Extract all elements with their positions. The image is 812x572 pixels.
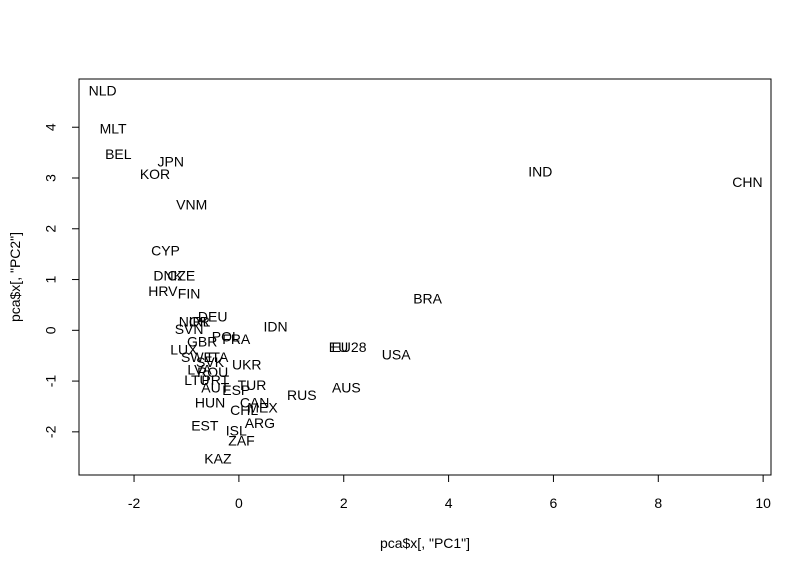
y-tick-label: 3 [43, 174, 59, 182]
point-label-lux: LUX [170, 341, 198, 357]
point-label-deu: DEU [198, 308, 228, 324]
point-label-esp: ESP [222, 382, 250, 398]
point-label-cyp: CYP [151, 242, 180, 258]
point-label-dnk: DNK [153, 268, 183, 284]
point-label-mlt: MLT [100, 120, 127, 136]
point-label-cze: CZE [167, 268, 195, 284]
point-label-est: EST [191, 417, 219, 433]
point-label-eu: EU [329, 339, 348, 355]
point-label-irl: IRL [189, 313, 211, 329]
point-label-svk: SVK [196, 354, 225, 370]
point-label-aut: AUT [201, 379, 229, 395]
point-label-isl: ISL [226, 423, 247, 439]
point-label-hun: HUN [195, 395, 225, 411]
point-label-lva: LVA [187, 362, 212, 378]
y-axis: -2 -1 0 1 2 3 4 [43, 123, 80, 438]
point-label-ltu: LTU [184, 372, 209, 388]
point-label-chl: CHL [230, 402, 258, 418]
point-label-hrv: HRV [148, 283, 178, 299]
point-label-prt: PRT [201, 372, 229, 388]
x-axis: -2 0 2 4 6 8 10 [128, 474, 771, 511]
point-label-ukr: UKR [232, 357, 262, 373]
y-tick-label: 4 [43, 123, 59, 131]
point-label-chn: CHN [732, 174, 762, 190]
point-label-rou: ROU [197, 364, 228, 380]
x-tick-label: 0 [235, 495, 243, 511]
point-label-fin: FIN [178, 285, 201, 301]
point-label-gbr: GBR [187, 334, 217, 350]
point-label-svn: SVN [175, 321, 204, 337]
point-label-nld: NLD [89, 82, 117, 98]
point-label-eu28: EU28 [331, 339, 366, 355]
point-label-can: CAN [240, 395, 270, 411]
point-label-usa: USA [382, 346, 411, 362]
x-tick-label: -2 [128, 495, 141, 511]
x-tick-label: 8 [654, 495, 662, 511]
point-label-ind: IND [528, 164, 552, 180]
point-label-idn: IDN [264, 318, 288, 334]
point-label-fra: FRA [222, 331, 251, 347]
point-label-kor: KOR [140, 166, 170, 182]
point-label-rus: RUS [287, 387, 317, 403]
point-label-bel: BEL [105, 146, 132, 162]
point-label-vnm: VNM [176, 197, 207, 213]
y-tick-label: 0 [43, 326, 59, 334]
x-tick-label: 2 [340, 495, 348, 511]
point-label-mex: MEX [247, 400, 278, 416]
point-label-zaf: ZAF [228, 433, 254, 449]
point-label-nor: NOR [179, 313, 210, 329]
point-label-jpn: JPN [158, 153, 184, 169]
x-axis-title: pca$x[, "PC1"] [380, 535, 470, 551]
point-label-swe: SWE [181, 349, 213, 365]
point-label-bra: BRA [413, 291, 442, 307]
y-tick-label: -2 [43, 425, 59, 438]
y-axis-title: pca$x[, "PC2"] [7, 232, 23, 322]
x-tick-label: 6 [550, 495, 558, 511]
x-tick-label: 4 [445, 495, 453, 511]
point-label-aus: AUS [332, 379, 361, 395]
point-label-ita: ITA [208, 349, 229, 365]
y-tick-label: -1 [43, 375, 59, 388]
y-tick-label: 1 [43, 275, 59, 283]
y-tick-label: 2 [43, 225, 59, 233]
point-label-kaz: KAZ [204, 450, 232, 466]
point-label-tur: TUR [238, 377, 267, 393]
point-label-arg: ARG [245, 415, 275, 431]
x-tick-label: 10 [755, 495, 771, 511]
point-label-pol: POL [212, 329, 240, 345]
